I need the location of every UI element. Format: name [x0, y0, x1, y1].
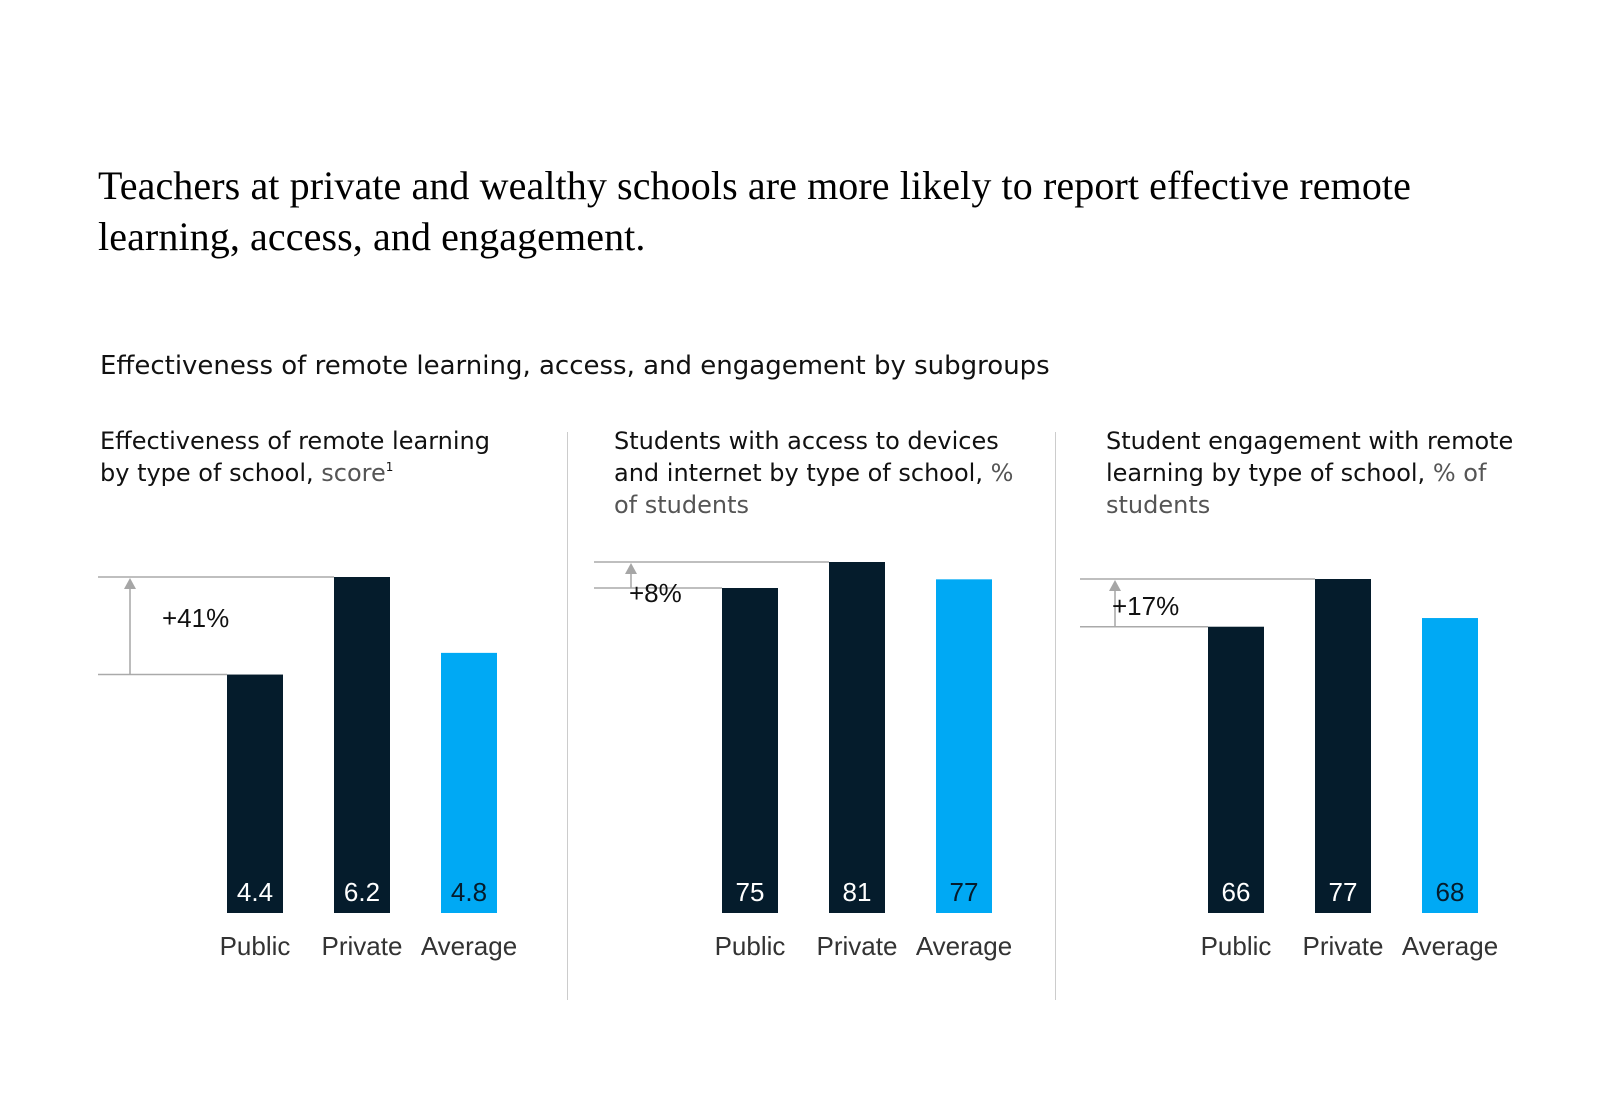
category-label: Private	[817, 931, 898, 961]
category-label: Average	[916, 931, 1012, 961]
category-label: Average	[421, 931, 517, 961]
panel-title-effectiveness: Effectiveness of remote learning by type…	[100, 425, 520, 489]
panel-title-access: Students with access to devices and inte…	[614, 425, 1034, 521]
footnote-marker: 1	[385, 460, 394, 474]
category-label: Private	[1303, 931, 1384, 961]
bar-value-label: 4.8	[451, 877, 487, 907]
bar-value-label: 81	[843, 877, 872, 907]
panel-title-unit: score	[321, 459, 386, 487]
panel-divider	[567, 432, 568, 1000]
category-label: Average	[1402, 931, 1498, 961]
panel-title-unit: % of students	[1106, 459, 1487, 519]
chart-subtitle: Effectiveness of remote learning, access…	[100, 351, 1050, 381]
category-label: Public	[1201, 931, 1272, 961]
difference-label: +8%	[629, 578, 682, 608]
bar-public	[722, 588, 778, 913]
bar-average	[936, 579, 992, 913]
difference-arrow-head	[1109, 580, 1121, 591]
headline: Teachers at private and wealthy schools …	[98, 163, 1411, 259]
bar-average	[1422, 618, 1478, 913]
category-label: Private	[322, 931, 403, 961]
bar-private	[1315, 579, 1371, 913]
bar-public	[227, 674, 283, 913]
panel-divider	[1055, 432, 1056, 1000]
bar-value-label: 77	[950, 877, 979, 907]
panel-title-text: Students with access to devices and inte…	[614, 427, 999, 487]
bar-value-label: 75	[736, 877, 765, 907]
bar-private	[829, 562, 885, 913]
bar-value-label: 6.2	[344, 877, 380, 907]
bar-value-label: 68	[1436, 877, 1465, 907]
difference-label: +41%	[162, 603, 229, 633]
difference-arrow-head	[124, 578, 136, 589]
difference-label: +17%	[1112, 591, 1179, 621]
panel-title-text: Student engagement with remote learning …	[1106, 427, 1514, 487]
bar-average	[441, 652, 497, 913]
difference-arrow-head	[625, 563, 637, 574]
panel-title-engagement: Student engagement with remote learning …	[1106, 425, 1526, 521]
bar-value-label: 4.4	[237, 877, 273, 907]
panel-title-unit: % of students	[614, 459, 1014, 519]
category-label: Public	[715, 931, 786, 961]
category-label: Public	[220, 931, 291, 961]
bar-public	[1208, 626, 1264, 913]
panel-title-text: Effectiveness of remote learning by type…	[100, 427, 490, 487]
bar-value-label: 77	[1329, 877, 1358, 907]
bar-value-label: 66	[1222, 877, 1251, 907]
bar-private	[334, 577, 390, 913]
